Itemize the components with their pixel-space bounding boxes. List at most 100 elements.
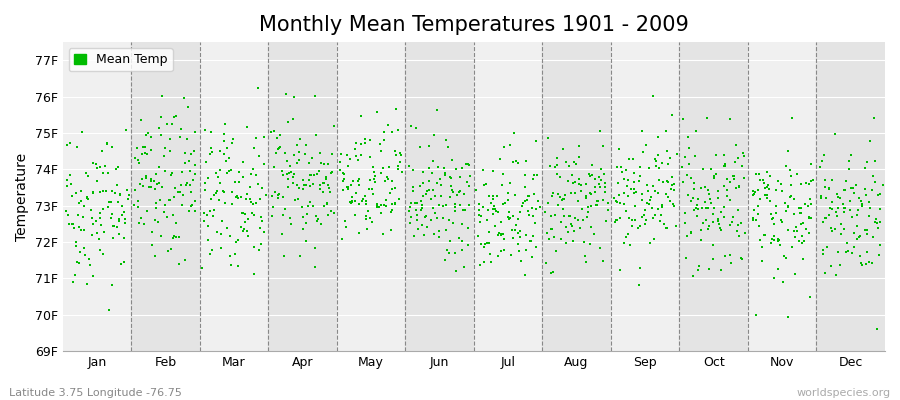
Point [847, 244, 861, 250]
Point [767, 275, 781, 282]
Point [84, 207, 98, 214]
Bar [200, 42, 268, 351]
Point [554, 236, 568, 242]
Point [814, 192, 829, 199]
Point [76, 214, 90, 220]
Point [462, 202, 476, 208]
Point [471, 233, 485, 240]
Point [445, 186, 459, 193]
Point [566, 180, 580, 186]
Point [795, 232, 809, 239]
Point [780, 314, 795, 320]
Point [317, 161, 331, 168]
Point [818, 184, 832, 190]
Point [803, 196, 817, 203]
Point [529, 244, 544, 250]
Point [144, 134, 158, 140]
Point [252, 247, 266, 254]
Point [698, 217, 713, 223]
Point [871, 192, 886, 198]
Point [404, 122, 419, 129]
Point [459, 179, 473, 185]
Point [860, 231, 874, 237]
Point [453, 174, 467, 180]
Point [265, 193, 279, 200]
Point [76, 226, 91, 233]
Point [624, 186, 638, 192]
Point [86, 273, 101, 280]
Point [109, 166, 123, 172]
Point [66, 221, 80, 228]
Point [393, 150, 408, 156]
Point [476, 167, 491, 173]
Point [494, 232, 508, 238]
Point [691, 263, 706, 269]
Y-axis label: Temperature: Temperature [15, 152, 29, 241]
Point [496, 201, 510, 208]
Point [355, 198, 369, 204]
Point [406, 184, 420, 190]
Point [173, 134, 187, 140]
Point [444, 182, 458, 189]
Point [275, 212, 290, 218]
Point [485, 196, 500, 202]
Point [513, 234, 527, 240]
Point [162, 197, 176, 204]
Point [476, 204, 491, 211]
Point [630, 225, 644, 231]
Point [167, 114, 182, 120]
Point [274, 132, 288, 138]
Point [701, 226, 716, 233]
Point [846, 230, 860, 236]
Point [723, 179, 737, 186]
Point [745, 192, 760, 198]
Point [302, 182, 317, 189]
Point [100, 140, 114, 146]
Point [384, 200, 399, 207]
Point [313, 220, 328, 227]
Point [648, 212, 662, 219]
Point [706, 173, 721, 180]
Point [764, 240, 778, 247]
Point [756, 177, 770, 183]
Point [226, 135, 240, 142]
Point [173, 189, 187, 196]
Point [496, 171, 510, 178]
Point [243, 170, 257, 177]
Point [213, 180, 228, 186]
Point [660, 178, 674, 184]
Point [158, 144, 173, 151]
Point [717, 163, 732, 170]
Point [598, 189, 613, 195]
Point [79, 281, 94, 287]
Point [312, 186, 327, 192]
Point [804, 161, 818, 167]
Point [449, 192, 464, 198]
Point [230, 194, 244, 200]
Point [137, 221, 151, 227]
Point [157, 153, 171, 159]
Point [166, 170, 180, 176]
Point [469, 186, 483, 193]
Point [548, 212, 562, 218]
Point [725, 214, 740, 220]
Point [312, 182, 327, 188]
Point [473, 213, 488, 219]
Point [104, 214, 118, 221]
Point [660, 148, 674, 154]
Point [697, 165, 711, 172]
Point [526, 172, 541, 178]
Point [279, 90, 293, 97]
Point [523, 238, 537, 245]
Point [368, 179, 382, 186]
Point [339, 184, 354, 190]
Point [822, 212, 836, 218]
Point [95, 170, 110, 176]
Point [699, 114, 714, 121]
Point [324, 208, 338, 214]
Point [403, 200, 418, 206]
Point [320, 201, 334, 207]
Point [452, 234, 466, 241]
Point [770, 236, 785, 242]
Point [489, 208, 503, 215]
